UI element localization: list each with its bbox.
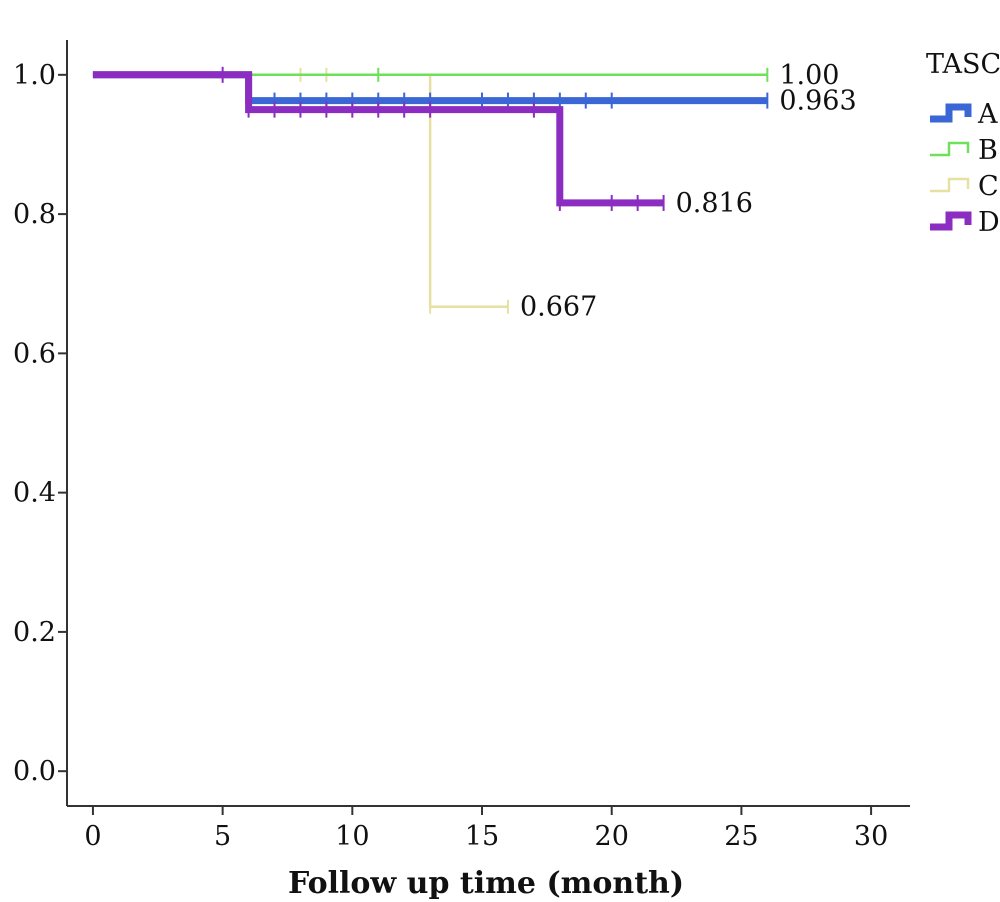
- axes: 0 5 10 15 20 25 30 0.0 0.2 0.4 0.6 0.8 1.0: [13, 40, 910, 852]
- y-tick-label: 0.6: [13, 338, 56, 369]
- legend-swatch-a: [930, 103, 972, 123]
- x-axis-title: Follow up time (month): [288, 866, 684, 901]
- end-label-c: 0.667: [520, 292, 597, 323]
- legend-label-b: B: [978, 135, 998, 166]
- x-tick-label: 15: [465, 821, 499, 852]
- end-label-d: 0.816: [676, 188, 753, 219]
- y-tick-label: 0.2: [13, 617, 56, 648]
- legend-title: TASC: [926, 49, 1000, 80]
- legend-label-a: A: [977, 99, 998, 130]
- x-tick-label: 30: [854, 821, 888, 852]
- y-tick-label: 0.8: [13, 199, 56, 230]
- legend-swatch-b: [930, 141, 970, 157]
- end-label-b: 1.00: [779, 60, 839, 91]
- legend-item-a: A: [930, 99, 998, 130]
- legend-swatch-c: [930, 177, 970, 193]
- series-d: [92, 66, 665, 211]
- y-tick-label: 0.0: [13, 756, 56, 787]
- legend-swatch-d: [930, 211, 972, 231]
- legend-item-d: D: [930, 207, 1000, 238]
- legend-item-b: B: [930, 135, 998, 166]
- x-tick-label: 0: [84, 821, 101, 852]
- y-tick-label: 1.0: [13, 60, 56, 91]
- end-labels: 0.667 1.000.963 0.816: [520, 60, 857, 323]
- x-tick-label: 5: [214, 821, 231, 852]
- x-tick-label: 25: [724, 821, 758, 852]
- end-label-a: 0.963: [779, 86, 856, 117]
- legend-label-c: C: [978, 171, 999, 202]
- legend-label-d: D: [978, 207, 1000, 238]
- x-tick-label: 10: [335, 821, 369, 852]
- series-layer: [92, 66, 769, 314]
- legend-item-c: C: [930, 171, 999, 202]
- y-tick-label: 0.4: [13, 478, 56, 509]
- x-tick-label: 20: [595, 821, 629, 852]
